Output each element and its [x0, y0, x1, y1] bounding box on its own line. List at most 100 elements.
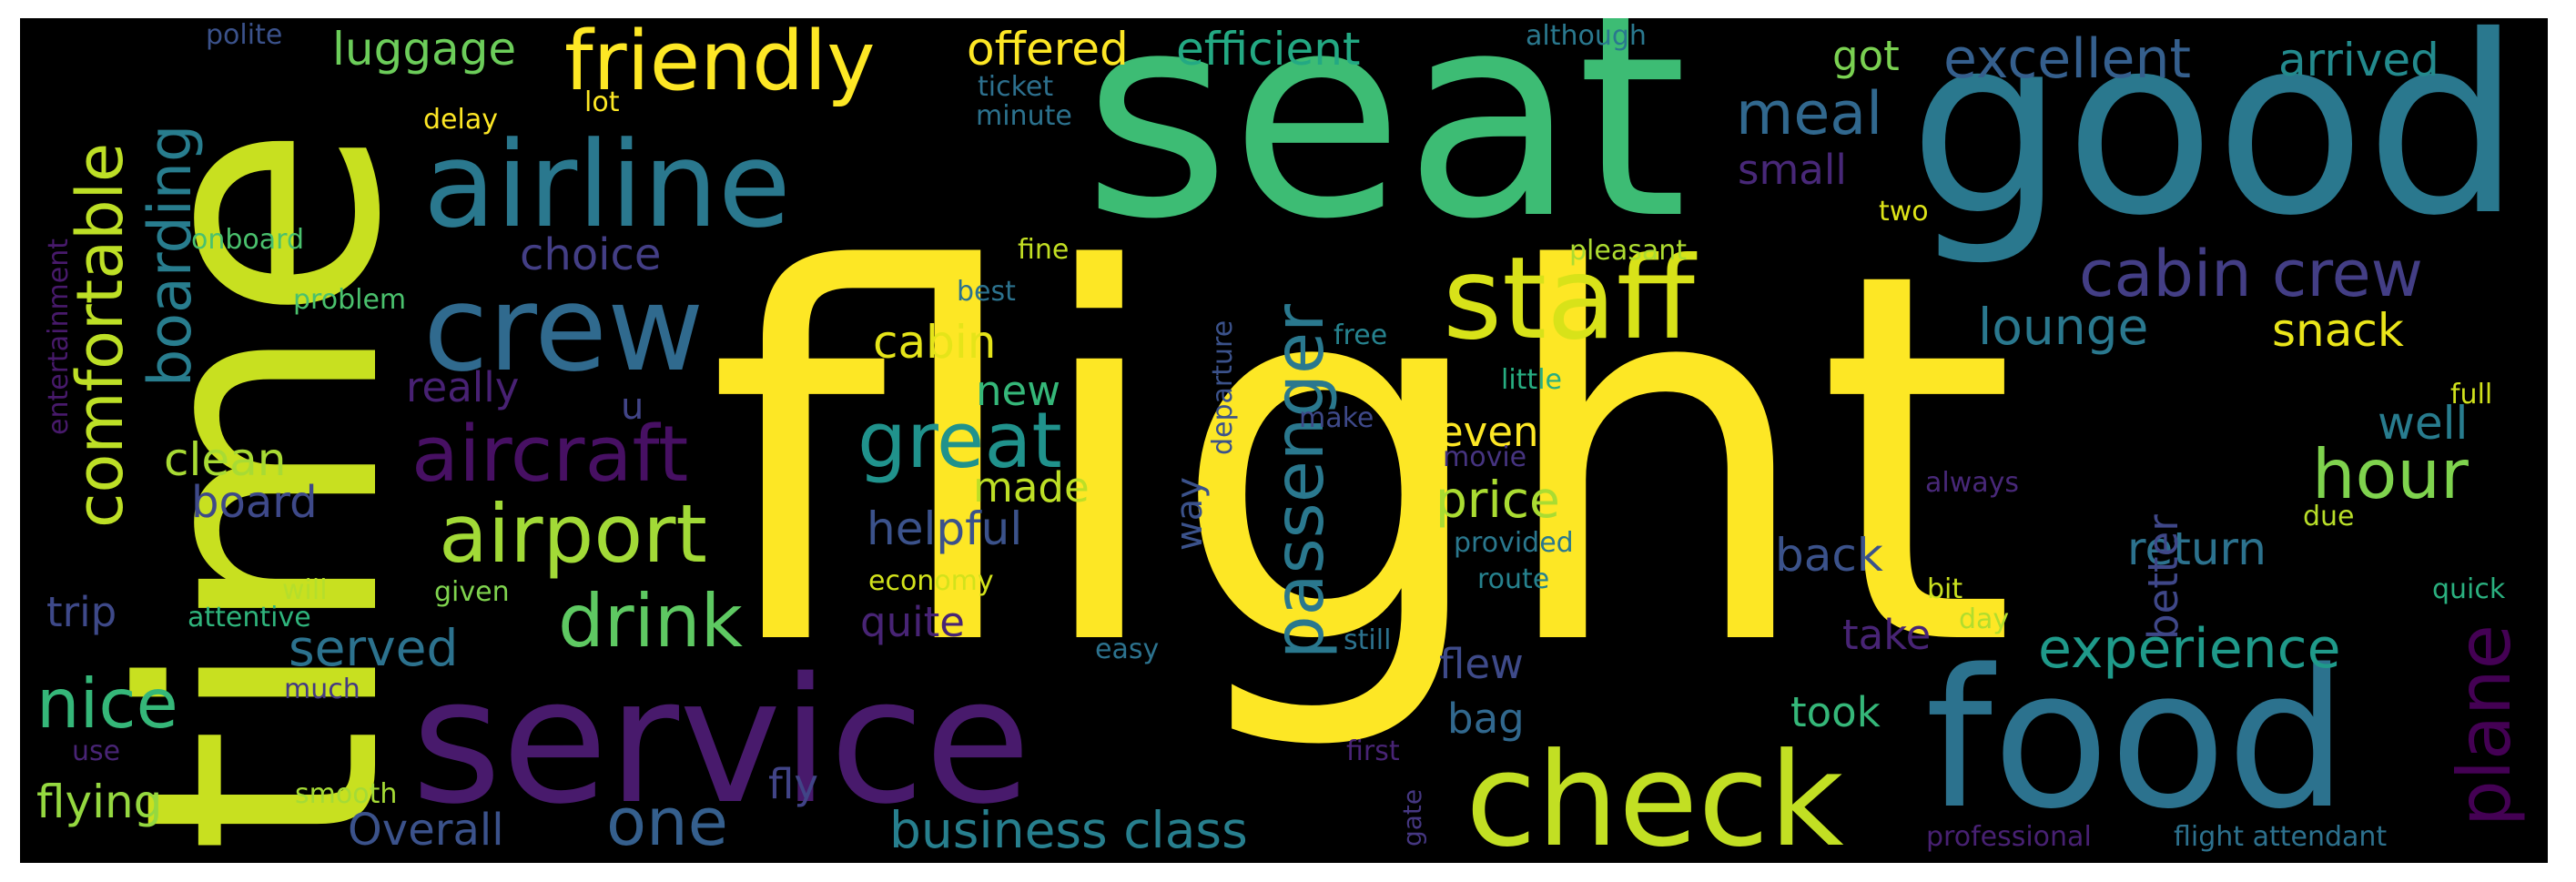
word-aircraft: aircraft — [411, 410, 688, 500]
word-route: route — [1477, 563, 1549, 595]
word-departure: departure — [1207, 320, 1239, 455]
word-nice: nice — [36, 664, 178, 744]
word-comfortable: comfortable — [63, 143, 137, 528]
word-check: check — [1465, 725, 1844, 863]
word-flying: flying — [36, 776, 162, 828]
word-u: u — [621, 386, 644, 428]
word-day: day — [1959, 603, 2009, 635]
word-will: will — [282, 574, 328, 606]
word-back: back — [1775, 529, 1883, 582]
word-bit: bit — [1927, 573, 1962, 605]
word-crew: crew — [423, 259, 704, 398]
word-overall: Overall — [348, 805, 504, 856]
word-made: made — [973, 463, 1090, 512]
word-gate: gate — [1397, 789, 1427, 847]
word-trip: trip — [46, 588, 117, 636]
word-pleasant: pleasant — [1569, 235, 1687, 267]
word-one: one — [606, 784, 728, 860]
word-due: due — [2303, 501, 2355, 532]
word-flight-attendant: flight attendant — [2174, 821, 2387, 853]
word-snack: snack — [2272, 304, 2404, 357]
word-free: free — [1334, 319, 1387, 351]
word-smooth: smooth — [295, 778, 397, 810]
word-board: board — [191, 477, 318, 528]
word-well: well — [2378, 397, 2468, 450]
word-plane: plane — [2442, 624, 2527, 826]
word-offered: offered — [967, 23, 1129, 76]
word-hour: hour — [2312, 434, 2469, 514]
word-lot: lot — [584, 86, 620, 118]
word-even: even — [1438, 408, 1539, 456]
word-helpful: helpful — [867, 502, 1022, 555]
word-time: time — [75, 124, 451, 854]
word-boarding: boarding — [137, 125, 205, 387]
word-luggage: luggage — [332, 23, 516, 76]
word-friendly: friendly — [564, 18, 876, 109]
word-use: use — [72, 735, 120, 767]
word-took: took — [1790, 688, 1881, 736]
word-attentive: attentive — [188, 602, 311, 634]
word-make: make — [1299, 402, 1374, 434]
word-professional: professional — [1926, 821, 2092, 853]
word-polite: polite — [206, 19, 282, 51]
word-better: better — [2139, 514, 2187, 640]
word-although: although — [1526, 20, 1647, 52]
word-airport: airport — [439, 487, 707, 581]
word-take: take — [1842, 611, 1931, 659]
word-much: much — [284, 674, 360, 705]
word-cloud: flight seat time good service food check airlin… — [20, 18, 2548, 863]
word-way: way — [1169, 477, 1211, 551]
word-easy: easy — [1095, 634, 1159, 665]
word-good: good — [1909, 18, 2521, 269]
word-lounge: lounge — [1978, 298, 2148, 356]
word-economy: economy — [868, 565, 994, 597]
word-cabin: cabin — [873, 316, 996, 369]
word-small: small — [1738, 146, 1847, 194]
word-best: best — [957, 276, 1016, 308]
word-movie: movie — [1443, 441, 1526, 473]
word-little: little — [1501, 364, 1562, 396]
word-clean: clean — [164, 433, 286, 486]
word-always: always — [1925, 467, 2019, 499]
word-two: two — [1879, 196, 1929, 228]
word-still: still — [1344, 624, 1391, 656]
word-experience: experience — [2038, 617, 2341, 681]
word-excellent: excellent — [1943, 27, 2191, 91]
word-great: great — [857, 396, 1062, 486]
word-service: service — [411, 641, 1031, 842]
word-drink: drink — [558, 579, 744, 664]
word-flew: flew — [1439, 640, 1524, 688]
word-flight: flight — [707, 165, 2016, 758]
word-staff: staff — [1443, 233, 1698, 365]
word-onboard: onboard — [191, 224, 304, 256]
word-problem: problem — [293, 284, 406, 316]
word-return: return — [2127, 522, 2267, 575]
word-passenger: passenger — [1259, 304, 1339, 659]
word-cabin-crew: cabin crew — [2079, 237, 2423, 311]
word-business-class: business class — [889, 801, 1248, 859]
word-price: price — [1435, 471, 1560, 529]
word-first: first — [1346, 735, 1400, 767]
word-delay: delay — [423, 104, 498, 136]
word-entertainment: entertainment — [43, 238, 75, 435]
word-fine: fine — [1018, 234, 1069, 266]
word-ticket: ticket — [978, 71, 1053, 103]
word-efficient: efficient — [1176, 23, 1361, 76]
word-got: got — [1832, 32, 1900, 80]
word-served: served — [289, 619, 458, 677]
word-quite: quite — [860, 598, 965, 646]
word-minute: minute — [976, 100, 1072, 132]
word-airline: airline — [423, 116, 791, 254]
word-bag: bag — [1447, 694, 1525, 743]
word-provided: provided — [1454, 527, 1574, 559]
word-meal: meal — [1736, 80, 1882, 148]
word-quick: quick — [2432, 573, 2506, 605]
word-given: given — [434, 576, 510, 608]
word-food: food — [1925, 628, 2348, 851]
word-really: really — [406, 363, 519, 411]
word-seat: seat — [1083, 18, 1688, 281]
word-full: full — [2450, 379, 2492, 411]
word-fly: fly — [768, 760, 818, 808]
word-choice: choice — [520, 229, 661, 280]
